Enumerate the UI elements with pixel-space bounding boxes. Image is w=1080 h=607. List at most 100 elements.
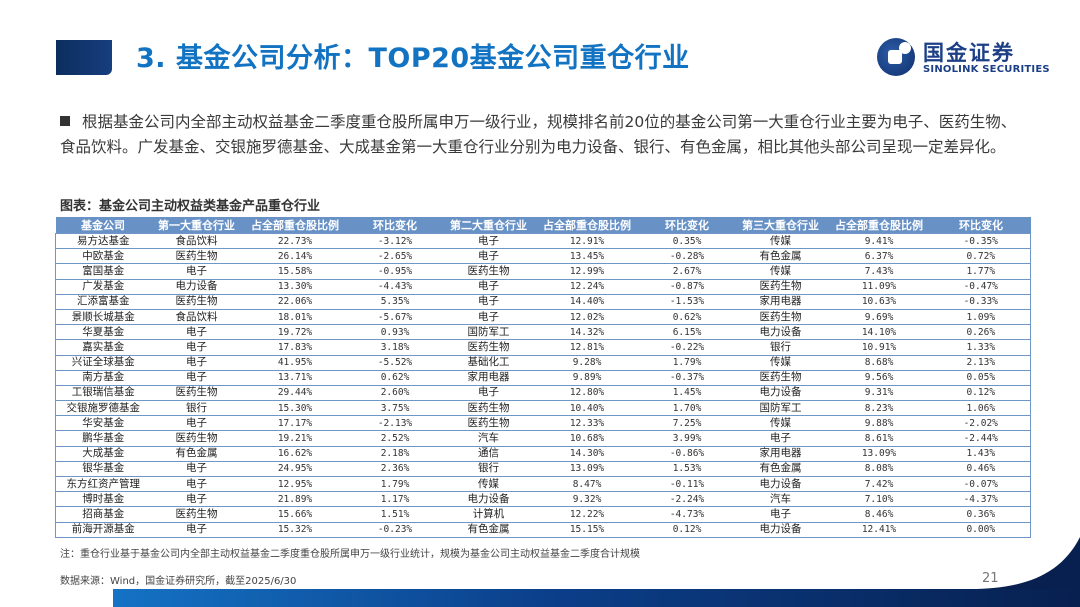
industry-cell: 医药生物 (150, 248, 243, 264)
footer-bar (113, 589, 1080, 607)
table-row: 银华基金 电子 24.95% 2.36% 银行 13.09% 1.53% 有色金属 8.08% 0… (55, 460, 1031, 477)
col-header: 环比变化 (639, 217, 735, 234)
industry-cell: 计算机 (442, 506, 535, 523)
value-cell: 1.09% (931, 308, 1031, 325)
value-cell: 14.10% (826, 324, 932, 340)
value-cell: 2.52% (347, 430, 443, 447)
fund-company-cell: 工银瑞信基金 (55, 384, 151, 401)
value-cell: 12.95% (242, 475, 348, 492)
value-cell: -2.24% (639, 491, 735, 507)
table-row: 大成基金 有色金属 16.62% 2.18% 通信 14.30% -0.86% 家用电器 13.… (55, 445, 1031, 462)
industry-cell: 电力设备 (442, 491, 535, 507)
value-cell: -5.67% (347, 308, 443, 325)
holdings-table: 基金公司 第一大重仓行业 占全部重仓股比例 环比变化 第二大重仓行业 占全部重仓… (55, 217, 1031, 538)
value-cell: 1.51% (347, 506, 443, 523)
fund-company-cell: 嘉实基金 (55, 339, 151, 355)
industry-cell: 电子 (150, 339, 243, 355)
fund-company-cell: 兴证全球基金 (55, 354, 151, 371)
value-cell: 8.68% (826, 354, 932, 371)
fund-company-cell: 华夏基金 (55, 324, 151, 340)
value-cell: 0.72% (931, 248, 1031, 264)
table-row: 招商基金 医药生物 15.66% 1.51% 计算机 12.22% -4.73% 电子 8.46… (55, 506, 1031, 523)
sinolink-logo-icon (877, 38, 915, 76)
value-cell: 15.30% (242, 400, 348, 416)
value-cell: 2.60% (347, 384, 443, 401)
value-cell: 0.12% (931, 384, 1031, 401)
table-row: 博时基金 电子 21.89% 1.17% 电力设备 9.32% -2.24% 汽车 7.10% -… (55, 491, 1031, 507)
col-header: 第二大重仓行业 (442, 217, 535, 234)
industry-cell: 电子 (150, 521, 243, 538)
value-cell: 0.12% (639, 521, 735, 538)
value-cell: 12.33% (534, 415, 640, 431)
value-cell: 26.14% (242, 248, 348, 264)
value-cell: 22.73% (242, 232, 348, 249)
value-cell: 9.56% (826, 369, 932, 386)
table-row: 景顺长城基金 食品饮料 18.01% -5.67% 电子 12.02% 0.62% 医药生物 9… (55, 308, 1031, 325)
logo-en-text: SINOLINK SECURITIES (923, 64, 1050, 75)
industry-cell: 电子 (734, 430, 827, 447)
value-cell: 9.41% (826, 232, 932, 249)
fund-company-cell: 大成基金 (55, 445, 151, 462)
value-cell: 12.02% (534, 308, 640, 325)
col-header: 环比变化 (347, 217, 443, 234)
value-cell: 2.18% (347, 445, 443, 462)
industry-cell: 电子 (150, 460, 243, 477)
value-cell: 12.91% (534, 232, 640, 249)
industry-cell: 医药生物 (150, 506, 243, 523)
table-row: 汇添富基金 医药生物 22.06% 5.35% 电子 14.40% -1.53% 家用电器 10… (55, 293, 1031, 310)
industry-cell: 电子 (150, 369, 243, 386)
table-row: 嘉实基金 电子 17.83% 3.18% 医药生物 12.81% -0.22% 银行 10.91… (55, 339, 1031, 355)
industry-cell: 电子 (442, 232, 535, 249)
value-cell: -0.95% (347, 263, 443, 280)
page-title: 3. 基金公司分析：TOP20基金公司重仓行业 (136, 43, 690, 74)
value-cell: -0.28% (639, 248, 735, 264)
industry-cell: 汽车 (442, 430, 535, 447)
value-cell: 1.79% (639, 354, 735, 371)
table-row: 工银瑞信基金 医药生物 29.44% 2.60% 电子 12.80% 1.45% 电力设备 9.… (55, 384, 1031, 401)
fund-company-cell: 景顺长城基金 (55, 308, 151, 325)
value-cell: -0.23% (347, 521, 443, 538)
value-cell: 9.69% (826, 308, 932, 325)
industry-cell: 基础化工 (442, 354, 535, 371)
value-cell: -0.37% (639, 369, 735, 386)
value-cell: 8.61% (826, 430, 932, 447)
value-cell: 15.32% (242, 521, 348, 538)
value-cell: 1.79% (347, 475, 443, 492)
industry-cell: 电力设备 (734, 324, 827, 340)
value-cell: 7.42% (826, 475, 932, 492)
value-cell: 3.75% (347, 400, 443, 416)
industry-cell: 电力设备 (734, 521, 827, 538)
col-header: 占全部重仓股比例 (534, 217, 640, 234)
fund-company-cell: 招商基金 (55, 506, 151, 523)
summary-text: 根据基金公司内全部主动权益基金二季度重仓股所属申万一级行业，规模排名前20位的基… (60, 113, 1017, 156)
table-row: 华夏基金 电子 19.72% 0.93% 国防军工 14.32% 6.15% 电力设备 14.1… (55, 324, 1031, 340)
value-cell: -2.02% (931, 415, 1031, 431)
table-row: 中欧基金 医药生物 26.14% -2.65% 电子 13.45% -0.28% 有色金属 6.… (55, 248, 1031, 264)
col-header: 第三大重仓行业 (734, 217, 827, 234)
industry-cell: 食品饮料 (150, 308, 243, 325)
fund-company-cell: 银华基金 (55, 460, 151, 477)
value-cell: 12.41% (826, 521, 932, 538)
value-cell: 3.99% (639, 430, 735, 447)
value-cell: 0.46% (931, 460, 1031, 477)
value-cell: 1.17% (347, 491, 443, 507)
industry-cell: 电力设备 (734, 384, 827, 401)
value-cell: 10.40% (534, 400, 640, 416)
industry-cell: 电子 (150, 263, 243, 280)
industry-cell: 电子 (442, 384, 535, 401)
industry-cell: 食品饮料 (150, 232, 243, 249)
logo-cn-text: 国金证券 (923, 41, 1015, 65)
value-cell: 6.15% (639, 324, 735, 340)
value-cell: 13.09% (826, 445, 932, 462)
value-cell: 9.89% (534, 369, 640, 386)
table-row: 交银施罗德基金 银行 15.30% 3.75% 医药生物 10.40% 1.70% 国防军工 8… (55, 400, 1031, 416)
industry-cell: 电力设备 (150, 278, 243, 295)
value-cell: -4.37% (931, 491, 1031, 507)
data-source: 数据来源：Wind，国金证券研究所，截至2025/6/30 (60, 576, 297, 587)
industry-cell: 医药生物 (442, 400, 535, 416)
fund-company-cell: 博时基金 (55, 491, 151, 507)
value-cell: 19.72% (242, 324, 348, 340)
value-cell: 17.83% (242, 339, 348, 355)
col-header: 占全部重仓股比例 (826, 217, 932, 234)
industry-cell: 有色金属 (734, 248, 827, 264)
